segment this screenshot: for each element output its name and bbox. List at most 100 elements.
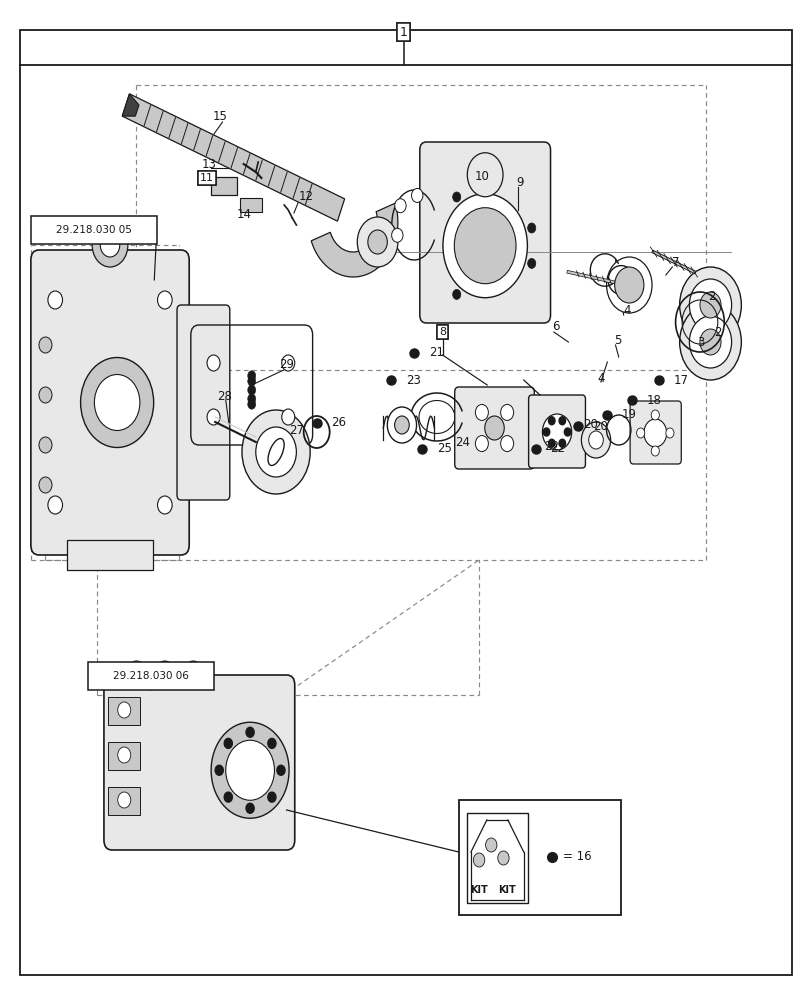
Circle shape (118, 747, 131, 763)
Circle shape (558, 439, 565, 447)
Text: 4: 4 (597, 371, 604, 384)
Text: 29: 29 (279, 358, 294, 370)
Bar (239, 198, 262, 212)
Circle shape (207, 409, 220, 425)
Text: 19: 19 (621, 408, 636, 422)
Circle shape (391, 228, 402, 242)
Circle shape (643, 419, 666, 447)
Circle shape (268, 738, 276, 748)
Text: 12: 12 (298, 190, 313, 204)
Circle shape (367, 230, 387, 254)
Text: 15: 15 (212, 110, 227, 123)
Circle shape (39, 477, 52, 493)
Text: 23: 23 (406, 373, 420, 386)
Circle shape (211, 722, 289, 818)
Circle shape (387, 407, 416, 443)
Circle shape (454, 208, 516, 284)
FancyBboxPatch shape (528, 395, 585, 468)
Text: 8: 8 (439, 327, 445, 337)
Circle shape (80, 358, 153, 448)
Text: 3: 3 (696, 336, 703, 349)
Circle shape (497, 851, 508, 865)
Text: 2: 2 (714, 326, 721, 338)
Circle shape (543, 428, 549, 436)
Bar (108, 787, 140, 815)
Circle shape (247, 394, 255, 404)
Text: 29.218.030 05: 29.218.030 05 (56, 225, 131, 235)
Circle shape (500, 404, 513, 420)
Circle shape (548, 417, 555, 425)
Circle shape (101, 233, 120, 257)
Circle shape (564, 428, 570, 436)
Circle shape (224, 792, 232, 802)
Text: 11: 11 (200, 173, 214, 183)
Circle shape (215, 765, 223, 775)
Text: 2: 2 (707, 290, 714, 304)
Text: 22: 22 (550, 442, 564, 456)
Circle shape (247, 371, 255, 381)
Circle shape (92, 223, 128, 267)
Circle shape (281, 409, 294, 425)
Circle shape (636, 428, 644, 438)
Circle shape (207, 355, 220, 371)
Text: 21: 21 (428, 347, 443, 360)
Circle shape (225, 740, 274, 800)
Text: 4: 4 (623, 304, 630, 316)
Circle shape (394, 416, 409, 434)
Circle shape (131, 667, 141, 679)
FancyBboxPatch shape (454, 387, 534, 469)
Circle shape (255, 427, 296, 477)
Circle shape (558, 417, 565, 425)
Polygon shape (122, 94, 139, 116)
Text: 17: 17 (673, 373, 688, 386)
Bar (31, 216, 157, 244)
Text: 18: 18 (646, 393, 660, 406)
Circle shape (665, 428, 673, 438)
Circle shape (247, 385, 255, 395)
FancyBboxPatch shape (419, 142, 550, 323)
FancyBboxPatch shape (31, 250, 189, 555)
Text: 5: 5 (613, 334, 620, 347)
Circle shape (452, 192, 460, 202)
Polygon shape (122, 94, 344, 221)
Text: KIT: KIT (498, 885, 516, 895)
Circle shape (650, 446, 659, 456)
Text: 20: 20 (592, 420, 607, 432)
Circle shape (118, 792, 131, 808)
Circle shape (281, 355, 294, 371)
Circle shape (246, 803, 254, 813)
Circle shape (614, 267, 643, 303)
Circle shape (485, 838, 496, 852)
Circle shape (473, 853, 484, 867)
Circle shape (277, 765, 285, 775)
Text: 27: 27 (289, 424, 303, 436)
Circle shape (118, 702, 131, 718)
Circle shape (689, 279, 731, 331)
Circle shape (650, 410, 659, 420)
Bar (108, 697, 140, 725)
Text: 28: 28 (217, 389, 232, 402)
Text: 24: 24 (454, 436, 469, 448)
Text: KIT: KIT (470, 885, 487, 895)
Bar (67, 540, 152, 570)
Circle shape (48, 291, 62, 309)
Wedge shape (311, 203, 397, 277)
Circle shape (183, 661, 203, 685)
Circle shape (527, 223, 535, 233)
Bar (108, 742, 140, 770)
FancyBboxPatch shape (177, 305, 230, 500)
Circle shape (581, 422, 610, 458)
Circle shape (39, 337, 52, 353)
Circle shape (48, 496, 62, 514)
Circle shape (588, 431, 603, 449)
Text: 1: 1 (399, 25, 407, 38)
Circle shape (411, 188, 423, 202)
Bar (88, 662, 213, 690)
Circle shape (224, 738, 232, 748)
Circle shape (679, 267, 740, 343)
Circle shape (188, 667, 198, 679)
Circle shape (155, 661, 174, 685)
Circle shape (357, 217, 397, 267)
Text: 20: 20 (582, 418, 597, 430)
Circle shape (699, 292, 720, 318)
